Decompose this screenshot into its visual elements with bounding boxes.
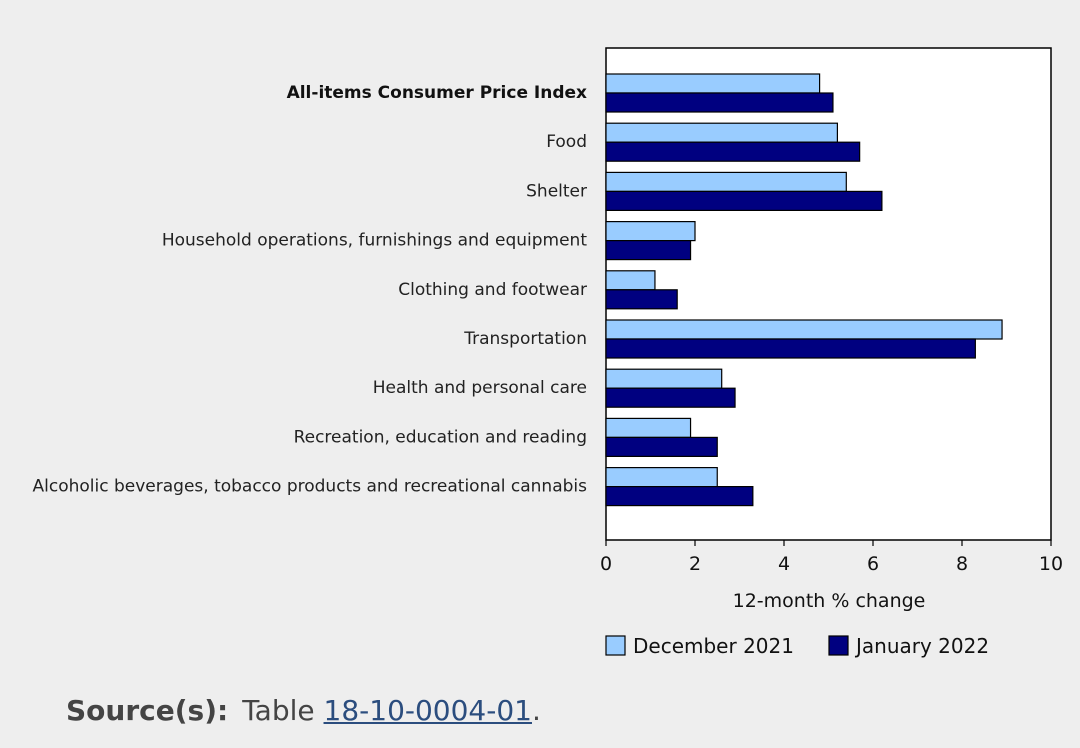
x-tick-label-1: 2 [689, 553, 701, 575]
bar-dec-2021-5 [605, 319, 1003, 340]
category-label-5: Transportation [463, 329, 587, 349]
bar-jan-2022-6 [605, 387, 736, 408]
bar-dec-2021-8 [605, 467, 718, 488]
source-prefix: Table [242, 694, 315, 727]
category-label-1: Food [546, 132, 587, 152]
category-label-0: All-items Consumer Price Index [287, 83, 587, 103]
bar-dec-2021-0 [605, 73, 821, 94]
bar-jan-2022-7 [605, 436, 718, 457]
legend-label-dec-2021: December 2021 [633, 634, 794, 658]
legend-swatch-jan-2022 [828, 635, 849, 656]
legend: December 2021 January 2022 [605, 634, 989, 658]
bar-dec-2021-4 [605, 270, 656, 291]
category-label-2: Shelter [526, 181, 587, 201]
x-axis-title: 12-month % change [733, 590, 926, 612]
x-tick-label-4: 8 [956, 553, 968, 575]
legend-label-jan-2022: January 2022 [854, 634, 989, 658]
category-label-8: Alcoholic beverages, tobacco products an… [33, 477, 588, 497]
bar-chart: All-items Consumer Price Index Food Shelte… [33, 47, 1063, 658]
source-note: Source(s): Table 18-10-0004-01. [66, 694, 541, 727]
source-suffix: . [531, 694, 541, 727]
bar-jan-2022-3 [605, 240, 692, 261]
legend-swatch-dec-2021 [605, 635, 626, 656]
bar-dec-2021-6 [605, 368, 723, 389]
bar-jan-2022-1 [605, 141, 861, 162]
x-axis-ticks: 0 2 4 6 8 10 [600, 540, 1063, 575]
bar-dec-2021-7 [605, 417, 692, 438]
x-tick-label-0: 0 [600, 553, 612, 575]
bar-jan-2022-0 [605, 92, 834, 113]
bar-dec-2021-1 [605, 122, 838, 143]
category-label-4: Clothing and footwear [398, 280, 587, 300]
bar-jan-2022-8 [605, 486, 754, 507]
category-label-6: Health and personal care [373, 378, 587, 398]
x-tick-label-3: 6 [867, 553, 879, 575]
x-tick-label-5: 10 [1039, 553, 1063, 575]
category-label-7: Recreation, education and reading [294, 427, 587, 447]
bar-dec-2021-3 [605, 221, 696, 242]
bar-jan-2022-5 [605, 338, 976, 359]
bars-group [605, 73, 1003, 507]
source-table-link[interactable]: 18-10-0004-01 [323, 694, 532, 727]
x-tick-label-2: 4 [778, 553, 790, 575]
bar-jan-2022-2 [605, 190, 883, 211]
category-label-3: Household operations, furnishings and eq… [162, 231, 588, 251]
bar-dec-2021-2 [605, 171, 847, 192]
bar-jan-2022-4 [605, 289, 678, 310]
source-label: Source(s): [66, 694, 229, 727]
category-labels: All-items Consumer Price Index Food Shelte… [33, 83, 588, 497]
